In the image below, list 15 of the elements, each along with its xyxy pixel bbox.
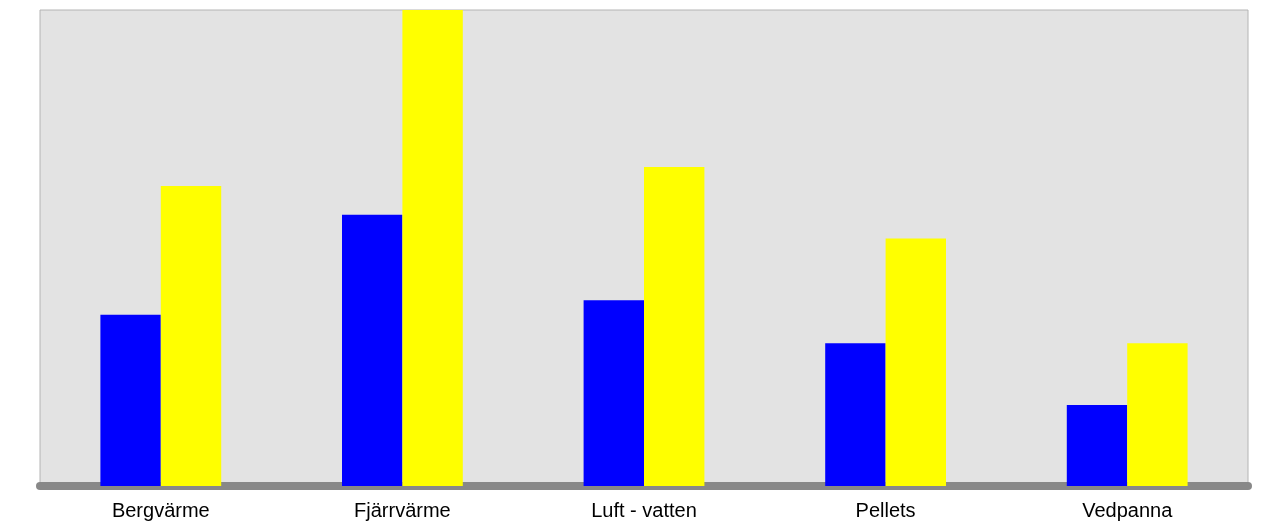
x-tick-label: Pellets [855,499,916,521]
bar [1127,343,1188,486]
x-tick-label: Fjärrvärme [354,499,451,521]
bar [644,167,705,486]
x-tick-label: Bergvärme [111,499,210,521]
bar [583,300,644,486]
bar [885,238,946,486]
bar [342,214,403,486]
bar [402,10,463,486]
bar [825,343,886,486]
bar [1066,405,1128,486]
x-tick-label: Vedpanna [1082,499,1174,521]
bar [100,314,161,486]
x-tick-label: Luft - vatten [591,499,697,521]
bar [160,186,222,486]
